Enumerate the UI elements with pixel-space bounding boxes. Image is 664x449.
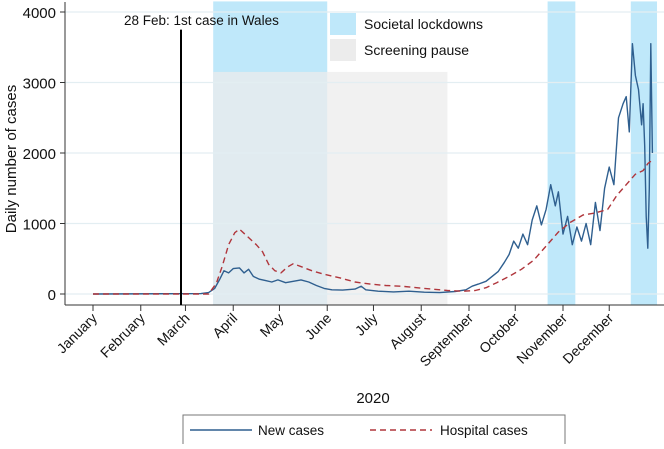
series-line-hospital-cases (93, 159, 653, 295)
series-line-new-cases (92, 43, 654, 295)
y-tick-label: 1000 (23, 217, 56, 234)
region-legend-swatch (330, 13, 356, 35)
x-tick-label: December (559, 310, 616, 367)
x-axis-label: 2020 (356, 390, 389, 407)
region-legend-label: Screening pause (364, 42, 469, 58)
y-tick-label: 3000 (23, 76, 56, 93)
series-legend: New cases Hospital cases (182, 414, 566, 448)
annotation-label: 28 Feb: 1st case in Wales (124, 13, 279, 28)
x-tick-label: July (352, 310, 381, 339)
y-tick-label: 0 (48, 287, 56, 304)
x-tick-label: February (97, 310, 148, 361)
annotation: 28 Feb: 1st case in Wales (124, 13, 279, 305)
region-legend: Societal lockdowns Screening pause (330, 13, 483, 61)
series-lines (92, 43, 654, 295)
y-tick-label: 4000 (23, 5, 56, 22)
x-tick-label: March (154, 310, 193, 349)
legend-label: New cases (258, 423, 324, 438)
shaded-region-3 (213, 71, 448, 305)
legend-label: Hospital cases (440, 423, 528, 438)
x-tick-label: January (54, 310, 101, 357)
gridlines (65, 11, 664, 295)
x-tick-label: April (209, 310, 240, 341)
x-tick-label: June (302, 310, 335, 343)
y-tick-label: 2000 (23, 146, 56, 163)
y-axis-label: Daily number of cases (3, 85, 20, 233)
x-tick-label: August (386, 310, 428, 352)
x-tick-label: May (257, 310, 287, 340)
x-tick-label: October (476, 310, 523, 357)
region-legend-label: Societal lockdowns (364, 16, 483, 32)
region-legend-swatch (330, 39, 356, 61)
